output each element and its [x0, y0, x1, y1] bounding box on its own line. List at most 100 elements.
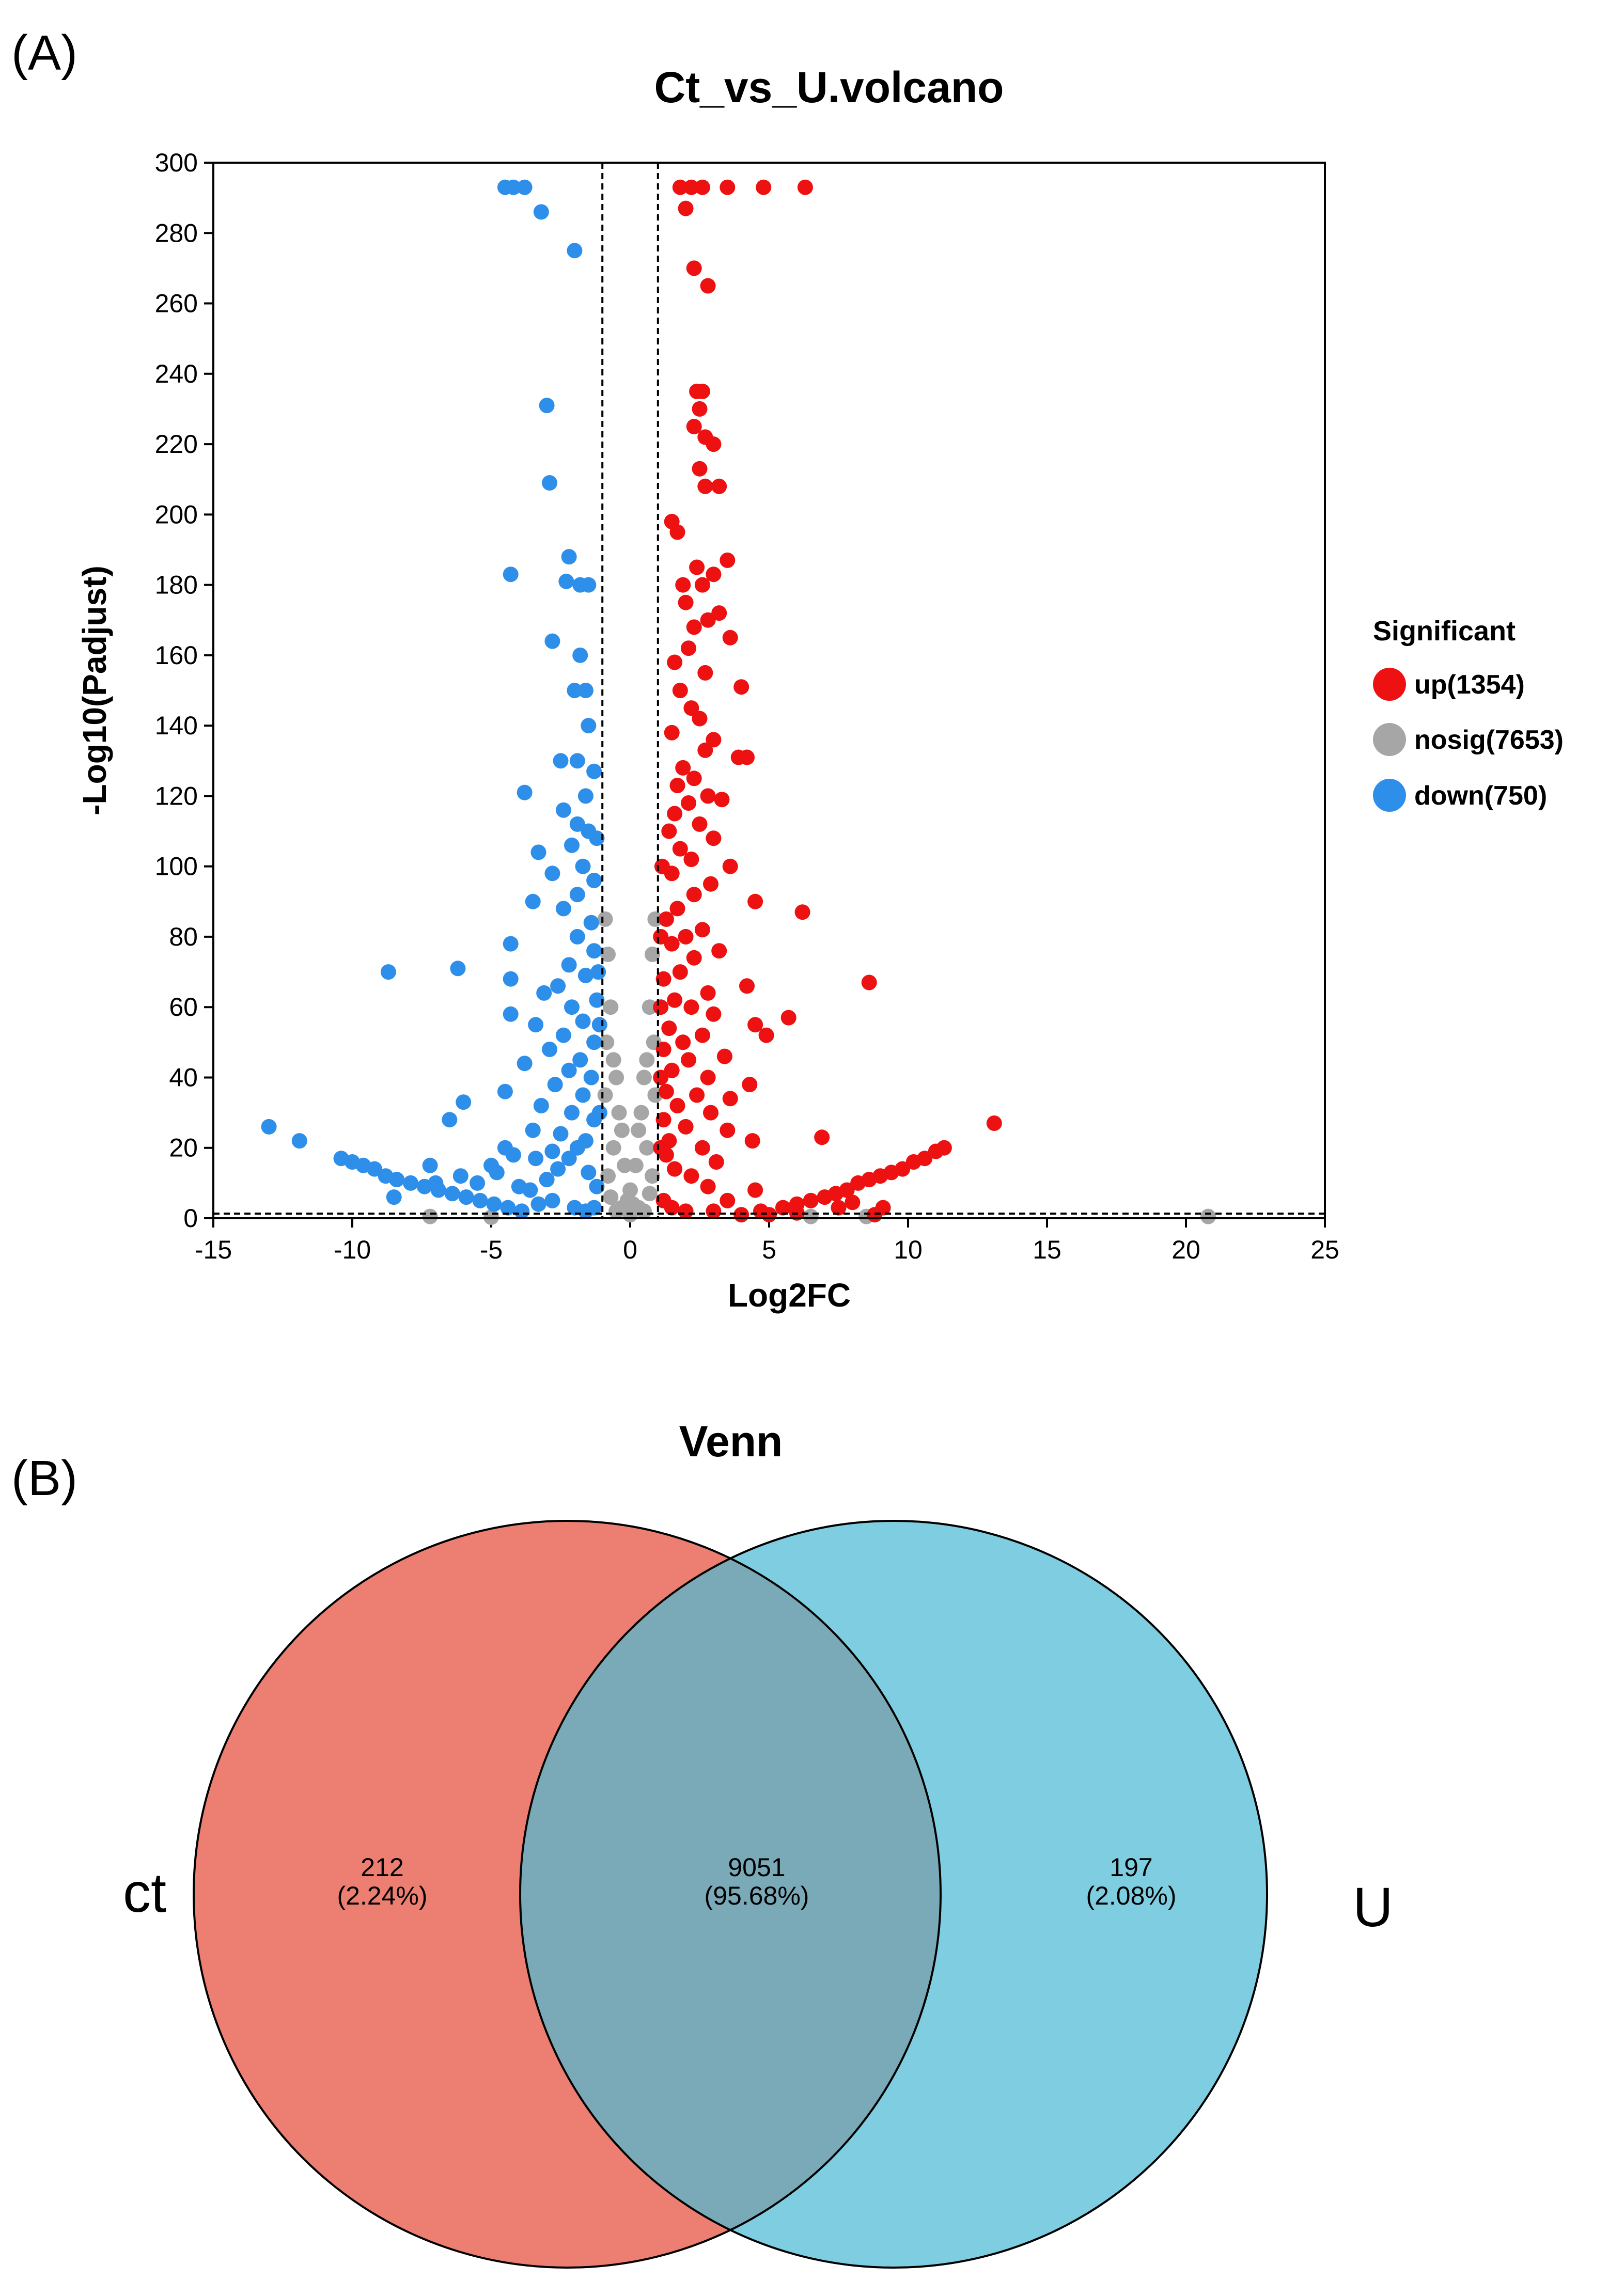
volcano-point-down: [452, 1168, 468, 1184]
volcano-point-up: [669, 778, 685, 793]
venn-percent-overlap: (95.68%): [705, 1881, 809, 1910]
volcano-point-down: [544, 633, 560, 649]
volcano-plot: -15 -10 -5 0 5 10 15 20 25 0 20 40 60 80 100 120 140 160 1…: [155, 148, 1339, 1264]
volcano-point-down: [577, 683, 593, 698]
venn-count-u-only: 197: [1110, 1853, 1152, 1882]
volcano-point-nosig: [597, 1087, 613, 1103]
volcano-point-up: [694, 922, 710, 938]
volcano-point-nosig: [597, 911, 613, 927]
volcano-point-down: [470, 1175, 486, 1191]
volcano-axes: -15 -10 -5 0 5 10 15 20 25 0 20 40 60 80 100 120 140 160 1…: [155, 148, 1339, 1264]
panel-b-label: (B): [11, 1451, 77, 1506]
x-tick-label: 5: [762, 1235, 776, 1264]
volcano-point-up: [672, 179, 688, 195]
y-tick-label: 280: [155, 218, 198, 247]
volcano-point-down: [564, 1105, 580, 1121]
volcano-point-down: [586, 763, 602, 779]
volcano-point-nosig: [628, 1157, 644, 1173]
volcano-point-up: [697, 478, 713, 494]
y-tick-label: 20: [169, 1134, 198, 1162]
volcano-point-up: [686, 419, 702, 434]
volcano-point-down: [472, 1192, 488, 1208]
volcano-point-down: [561, 957, 577, 973]
volcano-point-nosig: [1200, 1208, 1216, 1224]
legend-label-up: up(1354): [1414, 670, 1525, 700]
volcano-point-down: [569, 1140, 585, 1156]
x-tick-label: -15: [195, 1235, 232, 1264]
volcano-point-down: [517, 784, 533, 800]
volcano-point-down: [261, 1119, 277, 1135]
x-tick-label: 15: [1033, 1235, 1061, 1264]
volcano-plot-frame: [212, 162, 1326, 1219]
venn-percent-ct-only: (2.24%): [337, 1881, 427, 1910]
volcano-point-down: [544, 1192, 560, 1208]
volcano-point-down: [528, 1017, 544, 1033]
volcano-point-up: [706, 567, 722, 583]
volcano-point-up: [700, 788, 716, 804]
volcano-point-up: [747, 893, 763, 909]
volcano-point-up: [817, 1189, 833, 1205]
volcano-point-up: [780, 1010, 796, 1026]
volcano-point-down: [586, 943, 602, 959]
x-tick-label: 10: [894, 1235, 923, 1264]
x-tick-label: -5: [480, 1235, 503, 1264]
volcano-point-up: [720, 552, 736, 568]
volcano-point-up: [744, 1133, 760, 1149]
volcano-title: Ct_vs_U.volcano: [654, 63, 1004, 112]
volcano-point-down: [561, 1151, 577, 1167]
volcano-point-down: [386, 1189, 402, 1205]
volcano-point-down: [503, 936, 519, 952]
volcano-point-down: [544, 866, 560, 882]
volcano-point-nosig: [633, 1105, 649, 1121]
volcano-point-up: [655, 1112, 671, 1128]
volcano-point-up: [775, 1200, 791, 1216]
venn-overlap-region: [520, 1521, 941, 2268]
volcano-point-nosig: [622, 1207, 638, 1223]
venn-set-ct-outline: [193, 1520, 942, 2269]
legend-swatch-down: [1373, 779, 1406, 812]
volcano-point-up: [692, 816, 708, 832]
volcano-point-down: [591, 1105, 607, 1121]
volcano-point-up: [653, 999, 669, 1015]
volcano-point-up: [653, 1070, 669, 1086]
volcano-point-up: [700, 1070, 716, 1086]
volcano-point-down: [497, 1083, 513, 1099]
volcano-point-down: [458, 1189, 474, 1205]
volcano-point-down: [577, 967, 593, 983]
volcano-y-axis-label: -Log10(Padjust): [76, 565, 113, 815]
volcano-point-down: [589, 830, 605, 846]
volcano-point-up: [720, 179, 736, 195]
volcano-point-down: [561, 1062, 577, 1078]
volcano-point-up: [861, 974, 877, 990]
volcano-point-up: [928, 1143, 944, 1159]
volcano-point-down: [590, 964, 606, 980]
panel-a-label: (A): [11, 25, 77, 81]
volcano-point-up: [653, 929, 669, 945]
volcano-point-up: [697, 665, 713, 681]
venn-diagram: ct U 212 (2.24%) 9051 (95.68%) 197 (2.08…: [123, 1520, 1393, 2269]
volcano-point-down: [564, 837, 580, 853]
volcano-point-up: [706, 436, 722, 452]
volcano-point-down: [525, 1122, 541, 1138]
volcano-point-nosig: [605, 1052, 621, 1068]
volcano-point-up: [733, 1207, 749, 1223]
volcano-point-down: [547, 1077, 563, 1093]
volcano-point-down: [530, 1196, 546, 1212]
volcano-point-up: [716, 1048, 732, 1064]
volcano-point-up: [689, 559, 705, 575]
volcano-point-up: [692, 461, 708, 477]
volcano-point-up: [664, 1200, 680, 1216]
volcano-point-up: [694, 383, 710, 399]
volcano-point-up: [814, 1129, 830, 1145]
volcano-point-nosig: [639, 1140, 655, 1156]
y-tick-label: 200: [155, 500, 198, 529]
volcano-point-down: [422, 1157, 438, 1173]
volcano-point-down: [572, 647, 588, 663]
volcano-point-down: [555, 802, 571, 818]
volcano-point-up: [683, 700, 699, 716]
y-tick-label: 100: [155, 852, 198, 881]
volcano-point-down: [503, 971, 519, 987]
volcano-point-up: [655, 971, 671, 987]
volcano-point-up: [722, 630, 738, 646]
y-tick-label: 220: [155, 430, 198, 459]
